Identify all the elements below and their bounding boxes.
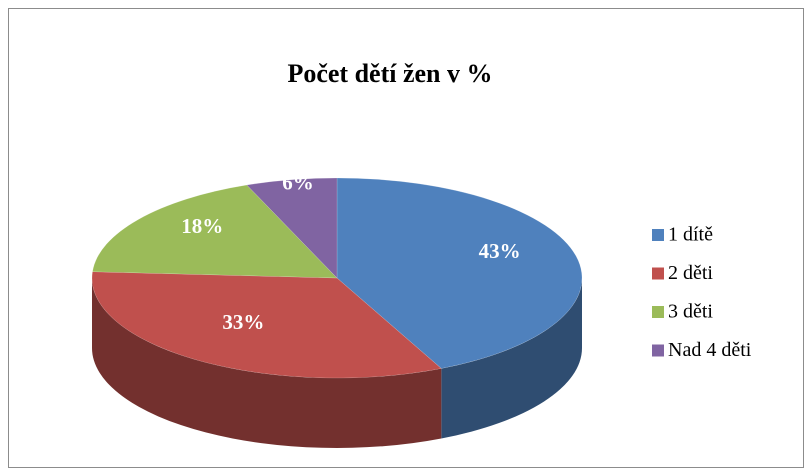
slice xyxy=(92,184,338,279)
legend-swatch xyxy=(652,267,664,280)
data-label: 6% xyxy=(282,170,314,194)
data-label: 43% xyxy=(479,239,521,263)
data-label: 18% xyxy=(181,214,223,238)
slice xyxy=(336,177,583,369)
legend-label: 1 dítě xyxy=(668,224,713,246)
chart-title: Počet dětí žen v % xyxy=(287,59,492,88)
legend-swatch xyxy=(652,229,664,241)
slice-side xyxy=(92,278,442,448)
slice xyxy=(91,271,442,379)
legend-label: Nad 4 děti xyxy=(668,339,752,361)
legend-swatch xyxy=(652,344,664,357)
slice-side xyxy=(441,278,582,439)
legend-swatch xyxy=(652,306,664,318)
data-label: 33% xyxy=(222,310,264,334)
legend-label: 2 děti xyxy=(668,262,713,284)
slice xyxy=(246,177,338,279)
legend-label: 3 děti xyxy=(668,301,713,323)
